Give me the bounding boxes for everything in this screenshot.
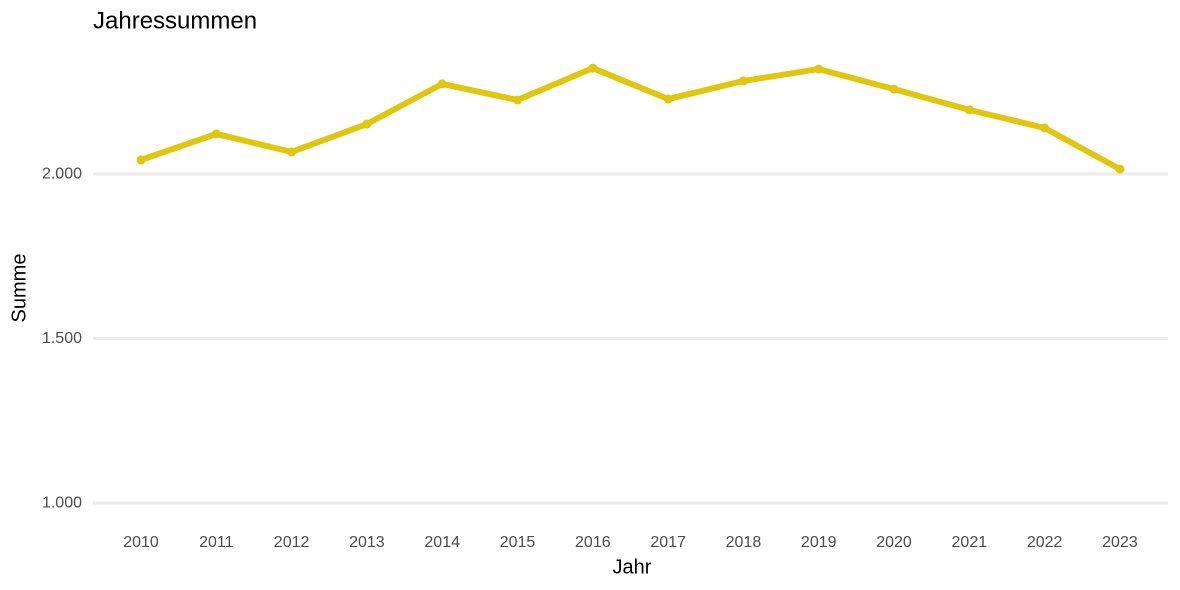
x-tick-label: 2019	[801, 534, 837, 551]
data-point	[287, 147, 297, 157]
x-axis-title: Jahr	[613, 556, 652, 578]
x-tick-label: 2021	[952, 534, 988, 551]
x-tick-label: 2011	[199, 534, 234, 551]
y-tick-label: 1.500	[42, 330, 82, 347]
x-tick-label: 2023	[1102, 534, 1138, 551]
x-tick-label: 2018	[726, 534, 762, 551]
chart-title: Jahressummen	[93, 7, 257, 34]
y-tick-label: 2.000	[42, 165, 82, 182]
x-tick-label: 2022	[1027, 534, 1063, 551]
data-point	[211, 129, 221, 139]
data-point	[964, 105, 974, 115]
data-point	[437, 79, 447, 89]
x-tick-label: 2010	[123, 534, 159, 551]
data-point	[513, 95, 523, 105]
data-point	[738, 76, 748, 86]
data-point	[136, 155, 146, 165]
y-tick-label: 1.000	[42, 494, 82, 511]
x-tick-label: 2016	[575, 534, 611, 551]
x-tick-label: 2020	[876, 534, 912, 551]
y-axis-title: Summe	[8, 254, 30, 323]
data-point	[1040, 123, 1050, 133]
data-point	[889, 84, 899, 94]
x-tick-label: 2017	[650, 534, 686, 551]
data-point	[362, 119, 372, 129]
x-tick-label: 2015	[500, 534, 536, 551]
data-point	[663, 94, 673, 104]
x-tick-label: 2014	[424, 534, 460, 551]
x-tick-label: 2012	[274, 534, 310, 551]
data-line	[138, 65, 1123, 173]
data-point	[588, 63, 598, 73]
x-tick-label: 2013	[349, 534, 385, 551]
data-point	[814, 64, 824, 74]
data-point	[1115, 164, 1125, 174]
